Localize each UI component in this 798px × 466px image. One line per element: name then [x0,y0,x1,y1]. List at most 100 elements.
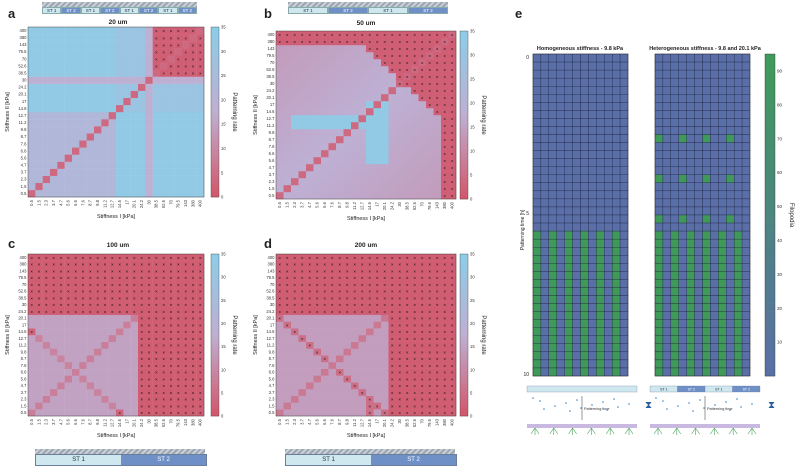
filopodia-cell [588,166,597,175]
right-title: Heterogeneous stiffness - 9.8 and 20.1 k… [649,46,762,52]
heatmap-cell [145,147,153,155]
filopodia-cell [670,134,679,143]
colorbar-segment [211,258,219,263]
heatmap-cell [182,355,190,363]
cell-marker: × [170,276,173,281]
filopodia-cell [726,150,735,159]
heatmap-cell [160,182,168,191]
heatmap-cell [388,101,397,109]
heatmap-cell [130,133,139,141]
heatmap-cell [426,341,434,349]
cell-marker: × [376,303,379,308]
heatmap-cell [86,62,95,70]
colorbar-tick: 0 [470,414,473,419]
cell-marker: × [170,29,173,34]
heatmap-cell [28,83,36,91]
filopodia-cell [710,110,719,119]
heatmap-cell [189,161,197,169]
heatmap-cell [291,294,299,302]
filopodia-cell [686,351,695,361]
heatmap-cell [381,355,389,363]
heatmap-cell [426,301,434,309]
heatmap-cell [358,375,367,383]
cell-marker: × [133,269,136,274]
filopodia-cell [619,214,629,224]
filopodia-colorbar-segment [765,239,775,248]
heatmap-cell [130,90,139,99]
filopodia-cell [670,287,679,296]
cell-marker: × [443,103,446,108]
filopodia-cell [670,238,679,248]
heatmap-cell [145,355,153,363]
heatmap-cell [343,382,352,390]
filopodia-cell [619,247,629,256]
filopodia-cell [619,222,629,232]
heatmap-cell [396,382,404,390]
left-title: Homogeneous stiffness - 9.8 kPa [537,46,624,52]
heatmap-cell [79,335,87,342]
heatmap-cell [189,55,197,63]
heatmap-cell [343,178,352,186]
heatmap-cell [101,147,109,155]
filopodia-cell [662,102,672,111]
strip-a-segment: ST 2 [100,7,120,14]
heatmap-cell [152,355,161,363]
filopodia-cell [726,343,735,353]
heatmap-cell [64,55,73,63]
filopodia-cell [654,94,664,103]
heatmap-cell [79,119,87,127]
filopodia-colorbar-segment [765,142,775,151]
heatmap-cell [358,136,367,144]
heatmap-cell [72,335,80,342]
filopodia-cell [572,247,581,256]
heatmap-cell [79,69,87,77]
heatmap-cell [86,140,95,148]
cell-marker: × [89,309,92,314]
cell-marker: × [421,343,424,348]
heatmap-cell [28,189,36,198]
heatmap-cell [72,254,80,261]
colorbar-segment [460,140,468,145]
filopodia-cell [580,359,589,369]
colorbar-segment [211,175,219,181]
filopodia-cell [718,247,727,256]
y-tick-label: 12.7 [18,113,27,118]
heatmap-cell [411,108,419,116]
heatmap-cell [130,260,139,268]
cell-marker: × [353,40,356,45]
heatmap-cell [276,66,284,74]
filopodia-cell [564,263,573,272]
heatmap-cell [79,389,87,396]
y-tick-label: 12.7 [266,116,275,121]
heatmap-cell [50,119,58,127]
heatmap-cell [403,402,412,410]
cell-marker: × [406,282,409,287]
cell-marker: × [391,336,394,341]
heatmap-cell [396,294,404,302]
heatmap-cell [167,83,175,91]
filopodia-cell [654,222,664,232]
cell-marker: × [184,377,187,382]
heatmap-cell [328,143,337,151]
heatmap-cell [101,335,109,342]
heatmap-cell [182,175,190,184]
heatmap-cell [291,171,299,179]
filopodia-cell [548,335,557,344]
heatmap-cell [57,341,65,349]
heatmap-cell [86,260,95,268]
filopodia-cell [588,118,597,127]
cell-marker: × [316,255,319,260]
filopodia-cell [733,190,743,200]
filopodia-sketch [691,427,700,435]
heatmap-cell [94,348,102,356]
filopodia-cell [670,150,679,159]
heatmap-cell [130,76,139,84]
cell-marker: × [451,180,454,185]
heatmap-cell [388,260,397,268]
heatmap-cell [328,31,337,39]
filopodia-cell [733,319,743,328]
filopodia-colorbar-tick: 20 [777,306,783,311]
filopodia-cell [694,295,703,304]
cell-marker: × [391,390,394,395]
heatmap-cell [116,382,124,390]
